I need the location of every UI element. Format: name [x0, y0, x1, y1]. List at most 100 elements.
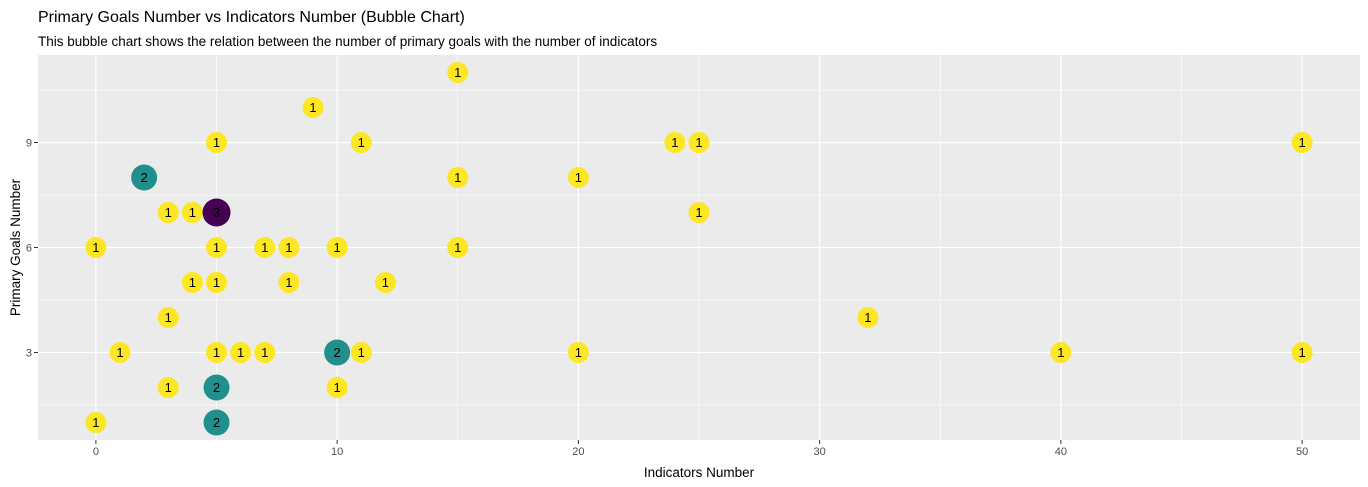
bubble-label: 1 — [261, 240, 268, 255]
bubble-point — [157, 202, 179, 223]
bubble-point — [278, 272, 300, 293]
bubble-point — [1050, 342, 1072, 363]
bubble-point — [688, 202, 710, 223]
bubble: 1 — [374, 272, 396, 293]
bubble: 3 — [202, 198, 231, 227]
bubble: 1 — [350, 132, 372, 153]
bubble: 2 — [324, 339, 351, 366]
bubble-point — [567, 167, 589, 188]
x-tick-label: 50 — [1296, 446, 1308, 458]
bubble-point — [1291, 342, 1313, 363]
bubble-point — [85, 412, 107, 433]
bubble-point — [157, 377, 179, 398]
bubble-label: 1 — [213, 135, 220, 150]
bubble-point — [202, 198, 231, 227]
bubble-point — [447, 167, 469, 188]
bubble-point — [206, 237, 228, 258]
bubble-point — [324, 339, 351, 366]
bubble-label: 1 — [261, 345, 268, 360]
bubble-point — [326, 237, 348, 258]
bubble-label: 1 — [864, 310, 871, 325]
bubble-label: 1 — [1298, 135, 1305, 150]
x-tick-label: 30 — [813, 446, 825, 458]
bubble-point — [254, 237, 276, 258]
x-axis: 0 10 20 30 40 50 — [93, 440, 1308, 458]
bubble-label: 1 — [213, 345, 220, 360]
bubble-point — [206, 342, 228, 363]
bubble-point — [203, 374, 230, 401]
bubble: 1 — [857, 307, 879, 328]
bubble: 1 — [109, 342, 131, 363]
bubble-label: 2 — [334, 345, 341, 360]
bubble: 1 — [350, 342, 372, 363]
bubble: 2 — [203, 374, 230, 401]
bubble-point — [109, 342, 131, 363]
bubble: 1 — [447, 62, 469, 83]
bubble-point — [374, 272, 396, 293]
bubble-label: 1 — [213, 240, 220, 255]
y-axis: 3 6 9 — [26, 138, 38, 360]
bubble: 1 — [278, 237, 300, 258]
x-tick-label: 0 — [93, 446, 99, 458]
bubble-point — [688, 132, 710, 153]
bubble: 1 — [206, 237, 228, 258]
bubble: 1 — [688, 202, 710, 223]
bubble-label: 3 — [213, 205, 220, 220]
bubble-label: 1 — [285, 240, 292, 255]
bubble-label: 1 — [213, 275, 220, 290]
bubble: 1 — [567, 167, 589, 188]
bubble: 2 — [203, 409, 230, 436]
y-tick-label: 6 — [26, 243, 32, 255]
bubble-label: 1 — [382, 275, 389, 290]
bubble-label: 1 — [92, 415, 99, 430]
bubble-label: 1 — [189, 275, 196, 290]
bubble-label: 1 — [165, 310, 172, 325]
bubble-point — [350, 342, 372, 363]
bubble: 1 — [664, 132, 686, 153]
bubble: 1 — [157, 377, 179, 398]
bubble-point — [206, 132, 228, 153]
bubble-label: 1 — [671, 135, 678, 150]
bubble-label: 2 — [213, 380, 220, 395]
bubble-label: 1 — [1057, 345, 1064, 360]
bubble: 1 — [567, 342, 589, 363]
bubble-label: 1 — [695, 135, 702, 150]
bubble-label: 1 — [454, 240, 461, 255]
bubble-point — [206, 272, 228, 293]
bubble-label: 2 — [213, 415, 220, 430]
bubble: 1 — [1050, 342, 1072, 363]
x-tick-label: 40 — [1055, 446, 1067, 458]
bubble: 1 — [157, 202, 179, 223]
x-axis-title: Indicators Number — [644, 465, 755, 480]
y-tick-label: 3 — [26, 348, 32, 360]
bubble: 1 — [157, 307, 179, 328]
bubble-label: 1 — [334, 240, 341, 255]
bubble-label: 1 — [165, 380, 172, 395]
bubble-label: 2 — [141, 170, 148, 185]
bubble-label: 1 — [358, 135, 365, 150]
bubble-label: 1 — [92, 240, 99, 255]
bubble-label: 1 — [575, 170, 582, 185]
bubble: 1 — [688, 132, 710, 153]
bubble-point — [181, 202, 203, 223]
bubble-label: 1 — [116, 345, 123, 360]
bubble-point — [447, 62, 469, 83]
bubble: 1 — [206, 342, 228, 363]
bubble: 1 — [230, 342, 252, 363]
bubble: 1 — [181, 272, 203, 293]
bubble-point — [230, 342, 252, 363]
bubble: 1 — [1291, 132, 1313, 153]
bubble-point — [131, 164, 158, 191]
bubble-label: 1 — [189, 205, 196, 220]
bubble: 1 — [206, 272, 228, 293]
bubble-point — [857, 307, 879, 328]
bubble: 1 — [254, 342, 276, 363]
bubble: 2 — [131, 164, 158, 191]
bubble-point — [181, 272, 203, 293]
bubble: 1 — [85, 237, 107, 258]
bubble: 1 — [326, 377, 348, 398]
bubbles: 1 1 1 1 1 1 1 2 1 1 1 1 3 1 1 1 1 1 1 1 1 1 1 1 1 1 1 1 1 1 2 1 1 1 1 1 2 1 1 2 — [85, 62, 1313, 436]
bubble-label: 1 — [237, 345, 244, 360]
bubble-label: 1 — [575, 345, 582, 360]
